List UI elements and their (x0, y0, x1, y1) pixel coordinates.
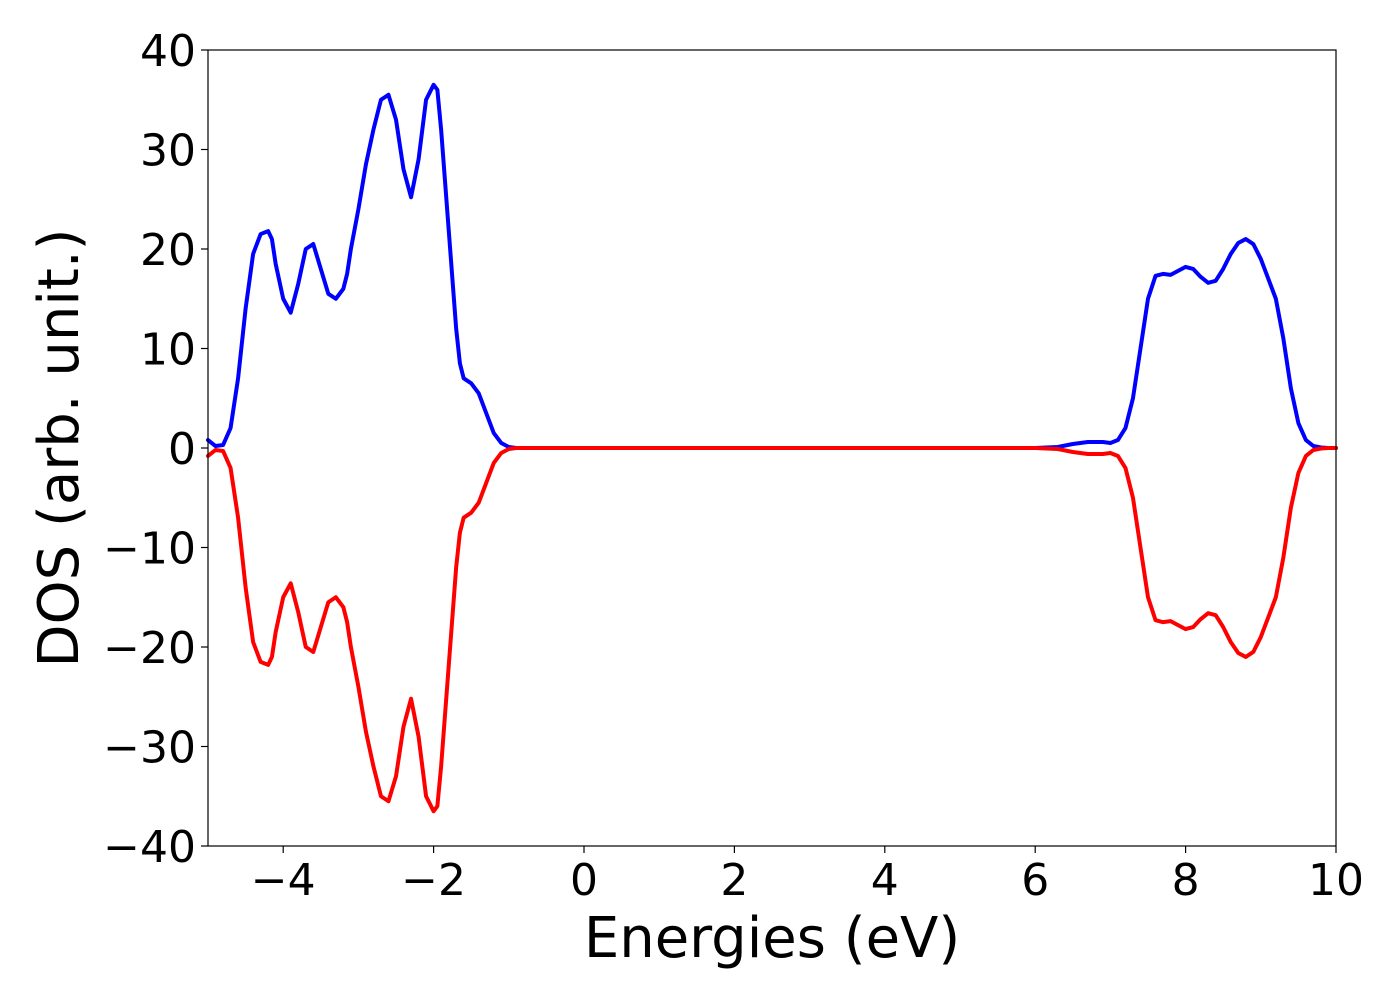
x-tick-label: 2 (720, 855, 748, 906)
x-tick-label: 4 (871, 855, 899, 906)
series-layer (206, 82, 1338, 814)
y-tick-label: −40 (103, 822, 196, 873)
y-tick-label: 20 (140, 225, 196, 276)
y-tick-label: 0 (168, 424, 196, 475)
y-tick-label: 10 (140, 325, 196, 376)
y-tick-label: −10 (103, 524, 196, 575)
series-line-2 (206, 446, 1338, 814)
x-tick-label: 10 (1308, 855, 1364, 906)
x-axis-title: Energies (eV) (584, 906, 960, 971)
x-axis-ticks: −4 −2 0 2 4 6 8 10 (251, 846, 1364, 906)
x-tick-label: 8 (1172, 855, 1200, 906)
x-tick-label: −4 (251, 855, 316, 906)
x-tick-label: 0 (570, 855, 598, 906)
y-tick-label: 30 (140, 126, 196, 177)
y-tick-label: 40 (140, 26, 196, 77)
y-axis-ticks: 40 30 20 10 0 −10 −20 −30 −40 (103, 26, 208, 873)
y-tick-label: −30 (103, 723, 196, 774)
y-axis-title: DOS (arb. unit.) (27, 228, 92, 667)
x-tick-label: 6 (1021, 855, 1049, 906)
y-tick-label: −20 (103, 623, 196, 674)
x-tick-label: −2 (401, 855, 466, 906)
